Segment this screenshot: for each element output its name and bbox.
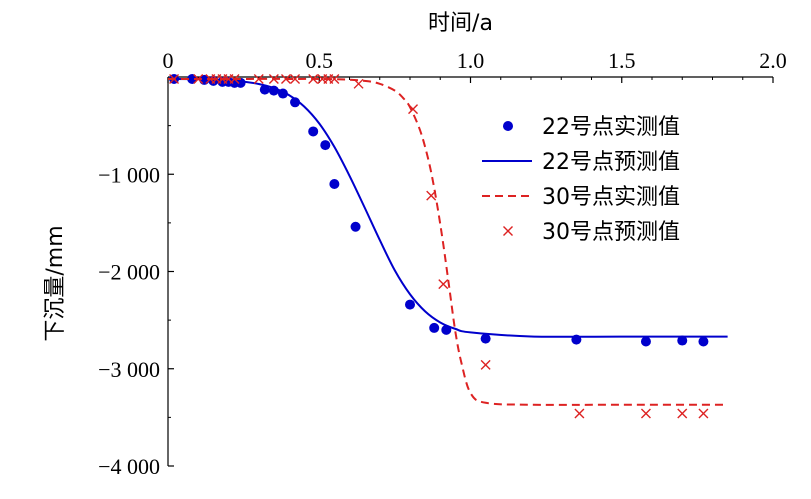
legend-item-1: 22号点预测值: [482, 150, 680, 175]
axes: 0 0.5 1.0 1.5 2.0 −1 000 −2 000 −3 000 −4 000: [98, 48, 787, 479]
data-point-22: [677, 335, 688, 346]
x-tick-label-2: 1.0: [457, 48, 485, 73]
legend-label-3: 30号点预测值: [542, 220, 680, 245]
data-point-14: [329, 178, 340, 189]
data-point-8: [259, 84, 270, 95]
x-tick-label-1: 0.5: [306, 48, 334, 73]
legend-label-2: 30号点实测值: [542, 185, 680, 210]
data-point-12: [308, 126, 319, 137]
legend: 22号点实测值 22号点预测值 30号点实测值 30号点预测值: [482, 115, 680, 245]
y-tick-label-3: −4 000: [98, 454, 160, 479]
series-1: [167, 77, 728, 338]
data-point-17: [429, 322, 440, 333]
data-point-20: [574, 408, 585, 419]
data-point-0: [169, 73, 180, 84]
data-point-3: [208, 75, 219, 86]
data-point-22: [677, 408, 688, 419]
data-point-21: [640, 336, 651, 347]
data-point-10: [290, 73, 301, 84]
data-point-7: [253, 73, 264, 84]
data-point-15: [353, 78, 364, 89]
legend-label-1: 22号点预测值: [542, 150, 680, 175]
y-tick-label-0: −1 000: [98, 162, 160, 187]
data-point-19: [480, 333, 491, 344]
data-point-23: [698, 408, 709, 419]
legend-item-0: 22号点实测值: [503, 115, 680, 140]
data-point-17: [426, 190, 437, 201]
data-point-18: [438, 279, 449, 290]
data-point-6: [229, 73, 240, 84]
data-point-8: [268, 73, 279, 84]
y-tick-label-1: −2 000: [98, 260, 160, 285]
legend-item-2: 30号点实测值: [482, 185, 680, 210]
data-point-legend-0: [503, 121, 513, 131]
data-point-21: [640, 408, 651, 419]
data-point-14: [329, 73, 340, 84]
data-point-1: [193, 73, 204, 84]
data-point-16: [408, 104, 419, 115]
data-point-16: [405, 299, 415, 310]
legend-item-3: 30号点预测值: [503, 220, 680, 245]
x-axis-title: 时间/a: [428, 11, 493, 36]
x-tick-label-3: 1.5: [608, 48, 636, 73]
series-3: [169, 73, 709, 419]
data-point-9: [280, 73, 291, 84]
data-point-23: [698, 336, 709, 347]
data-point-15: [350, 221, 361, 232]
plot-marks: [167, 73, 728, 419]
y-axis-title: 下沉量/mm: [43, 225, 68, 341]
data-point-11: [308, 73, 319, 84]
series-line-1: [167, 77, 728, 338]
data-point-legend-3: [503, 226, 513, 236]
x-tick-label-0: 0: [163, 48, 174, 73]
y-tick-label-2: −3 000: [98, 357, 160, 382]
data-point-19: [480, 359, 491, 370]
x-tick-label-4: 2.0: [759, 48, 787, 73]
data-point-13: [320, 140, 331, 151]
legend-label-0: 22号点实测值: [542, 115, 680, 140]
